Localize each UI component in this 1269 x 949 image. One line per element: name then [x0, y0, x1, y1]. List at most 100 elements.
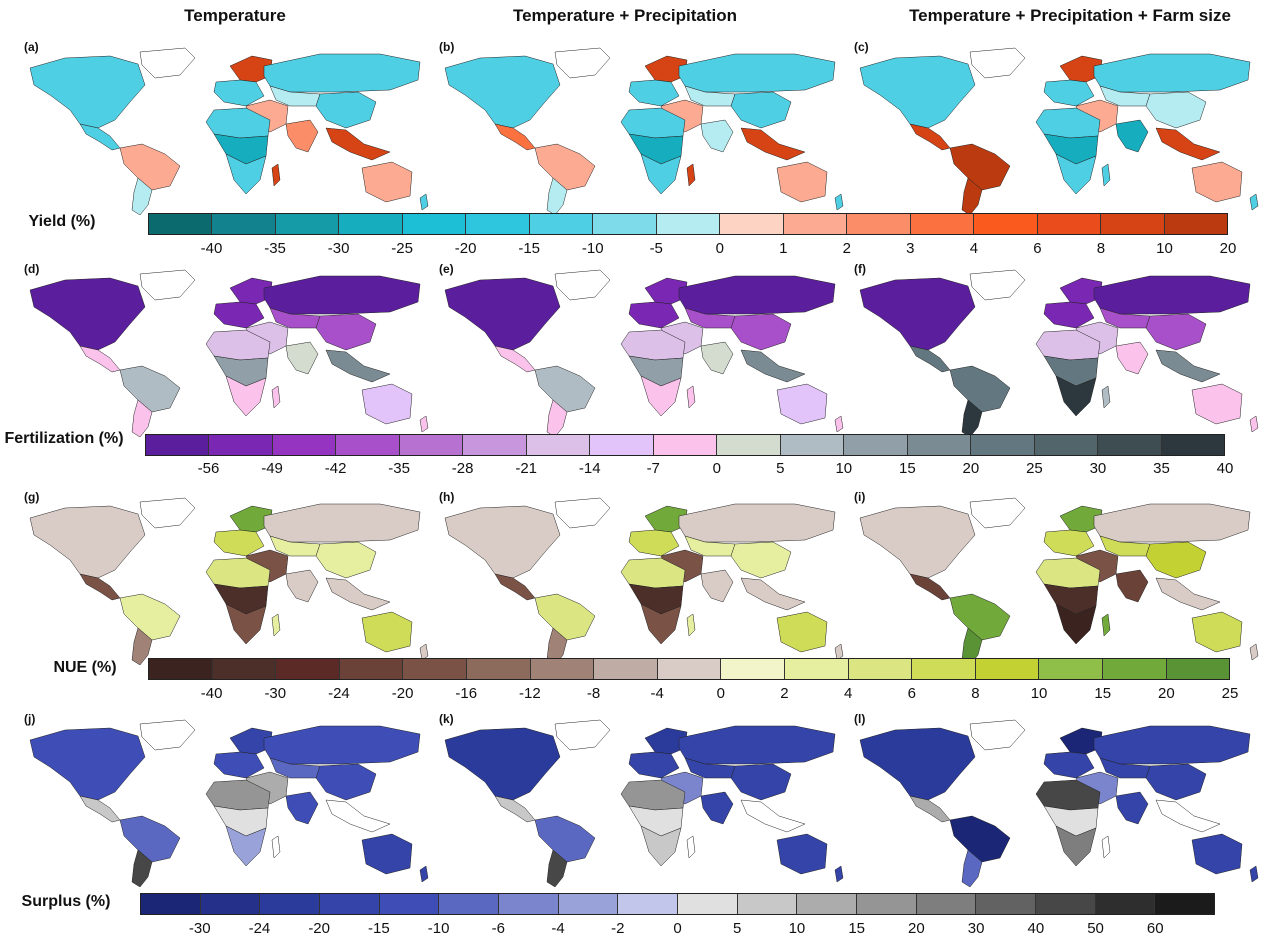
map-panel: (e) [435, 262, 845, 437]
colorbar-swatch [200, 894, 261, 914]
region-new-zealand [419, 865, 429, 883]
colorbar-tick-label: 6 [1033, 240, 1042, 257]
colorbar-swatch [141, 894, 201, 914]
colorbar-swatch [212, 659, 277, 679]
colorbar-tick-label: 10 [1030, 685, 1048, 702]
region-south-america-north [119, 143, 181, 191]
region-china [730, 91, 792, 129]
panel-label: (f) [854, 262, 866, 276]
colorbar-tick-label: 1 [779, 240, 788, 257]
region-south-america-north [949, 365, 1011, 413]
region-china [315, 313, 377, 351]
region-europe-west [628, 751, 680, 779]
region-china [1145, 541, 1207, 579]
region-south-america-south [546, 399, 568, 437]
region-north-america [29, 505, 146, 579]
region-south-america-south [131, 849, 153, 887]
colorbar-swatch [1039, 659, 1103, 679]
colorbar-swatch [466, 214, 530, 234]
colorbar-swatch [784, 659, 849, 679]
legend-label: Yield (%) [28, 213, 96, 230]
colorbar-swatch [439, 894, 500, 914]
colorbar-tick-label: 40 [1027, 920, 1045, 937]
colorbar-swatch [737, 894, 798, 914]
colorbar-tick-label: -15 [368, 920, 390, 937]
colorbar-tick-label: 10 [835, 460, 853, 477]
panel-label: (d) [24, 262, 40, 276]
colorbar-swatch [848, 659, 913, 679]
colorbar-tick-label: 35 [1153, 460, 1170, 477]
region-india [1115, 569, 1149, 603]
region-south-america-north [534, 365, 596, 413]
region-madagascar [1101, 613, 1111, 637]
colorbar-swatch [844, 435, 908, 455]
legend-label: Surplus (%) [21, 893, 111, 910]
region-south-america-north [534, 143, 596, 191]
region-madagascar [686, 385, 696, 409]
region-india [285, 791, 319, 825]
region-south-america-north [119, 365, 181, 413]
region-africa-south [1055, 825, 1097, 867]
colorbar-swatch [466, 659, 531, 679]
colorbar-swatch [339, 659, 404, 679]
panel-label: (c) [854, 40, 869, 54]
region-russia [678, 503, 836, 543]
colorbar-tick-label: -15 [518, 240, 541, 257]
region-europe-west [628, 79, 680, 107]
colorbar-swatch [403, 659, 467, 679]
region-central-america [494, 345, 536, 373]
region-new-zealand [834, 415, 844, 433]
region-russia [263, 503, 421, 543]
colorbar-tick-label: 15 [848, 920, 865, 937]
region-india [285, 341, 319, 375]
region-south-america-south [961, 399, 983, 437]
colorbar-swatch [336, 435, 400, 455]
region-africa-south [1055, 603, 1097, 645]
map-panel: (l) [850, 712, 1260, 887]
region-south-america-south [961, 177, 983, 215]
region-russia [1093, 275, 1251, 315]
colorbar-tick-label: -4 [551, 920, 565, 937]
region-southeast-asia [740, 349, 806, 383]
colorbar-tick-label: 20 [1158, 685, 1175, 702]
region-china [315, 91, 377, 129]
colorbar-swatch [399, 435, 464, 455]
colorbar-swatch [717, 435, 781, 455]
colorbar-swatch [847, 214, 911, 234]
region-africa-south [225, 153, 267, 195]
colorbar-tick-label: -8 [586, 685, 601, 702]
region-india [285, 119, 319, 153]
region-greenland [554, 269, 611, 301]
colorbar [148, 658, 1230, 680]
colorbar-tick-label: -2 [611, 920, 625, 937]
colorbar-tick-label: 4 [843, 685, 853, 702]
region-central-america [494, 123, 536, 151]
panel-label: (h) [439, 490, 455, 504]
region-greenland [139, 719, 196, 751]
region-southeast-asia [325, 799, 391, 833]
region-russia [263, 53, 421, 93]
map-panel: (i) [850, 490, 1260, 665]
colorbar-swatch [594, 659, 658, 679]
region-australia [361, 383, 413, 425]
region-south-america-north [949, 143, 1011, 191]
region-greenland [969, 47, 1026, 79]
region-southeast-asia [740, 577, 806, 611]
region-australia [776, 161, 828, 203]
world-map [444, 47, 844, 215]
region-madagascar [271, 835, 281, 859]
colorbar-tick-label: -20 [454, 240, 477, 257]
colorbar-tick-label: 2 [780, 685, 789, 702]
colorbar-swatch [149, 659, 213, 679]
colorbar-swatch [678, 894, 738, 914]
region-africa-south [225, 825, 267, 867]
colorbar-tick-label: 3 [906, 240, 915, 257]
region-madagascar [686, 163, 696, 187]
colorbar-tick-label: -21 [515, 460, 538, 477]
colorbar-swatch [402, 214, 467, 234]
colorbar-tick-label: -30 [327, 240, 350, 257]
region-madagascar [1101, 835, 1111, 859]
colorbar-tick-label: 0 [715, 240, 724, 257]
colorbar-swatch [276, 659, 340, 679]
region-australia [776, 383, 828, 425]
